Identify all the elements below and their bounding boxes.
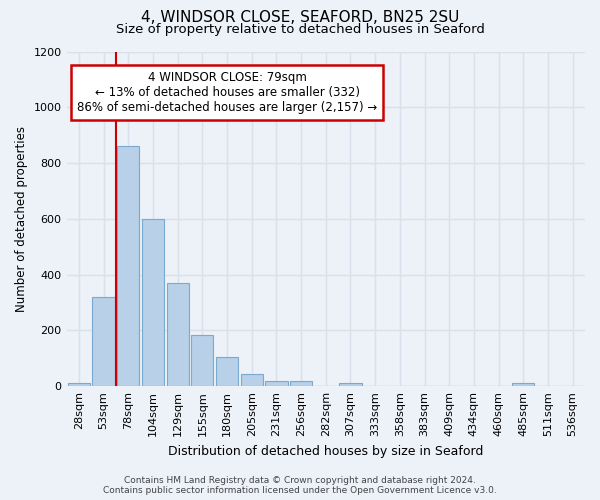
Bar — [241, 374, 263, 386]
Bar — [191, 334, 214, 386]
Bar — [68, 384, 90, 386]
Text: 4 WINDSOR CLOSE: 79sqm
← 13% of detached houses are smaller (332)
86% of semi-de: 4 WINDSOR CLOSE: 79sqm ← 13% of detached… — [77, 71, 377, 114]
Text: Size of property relative to detached houses in Seaford: Size of property relative to detached ho… — [116, 22, 484, 36]
Bar — [265, 380, 287, 386]
Bar — [117, 146, 139, 386]
Bar — [92, 297, 115, 386]
Bar — [216, 357, 238, 386]
Text: 4, WINDSOR CLOSE, SEAFORD, BN25 2SU: 4, WINDSOR CLOSE, SEAFORD, BN25 2SU — [141, 10, 459, 25]
X-axis label: Distribution of detached houses by size in Seaford: Distribution of detached houses by size … — [168, 444, 484, 458]
Text: Contains HM Land Registry data © Crown copyright and database right 2024.
Contai: Contains HM Land Registry data © Crown c… — [103, 476, 497, 495]
Y-axis label: Number of detached properties: Number of detached properties — [15, 126, 28, 312]
Bar — [290, 380, 312, 386]
Bar — [142, 219, 164, 386]
Bar — [167, 283, 189, 386]
Bar — [340, 384, 362, 386]
Bar — [512, 384, 535, 386]
